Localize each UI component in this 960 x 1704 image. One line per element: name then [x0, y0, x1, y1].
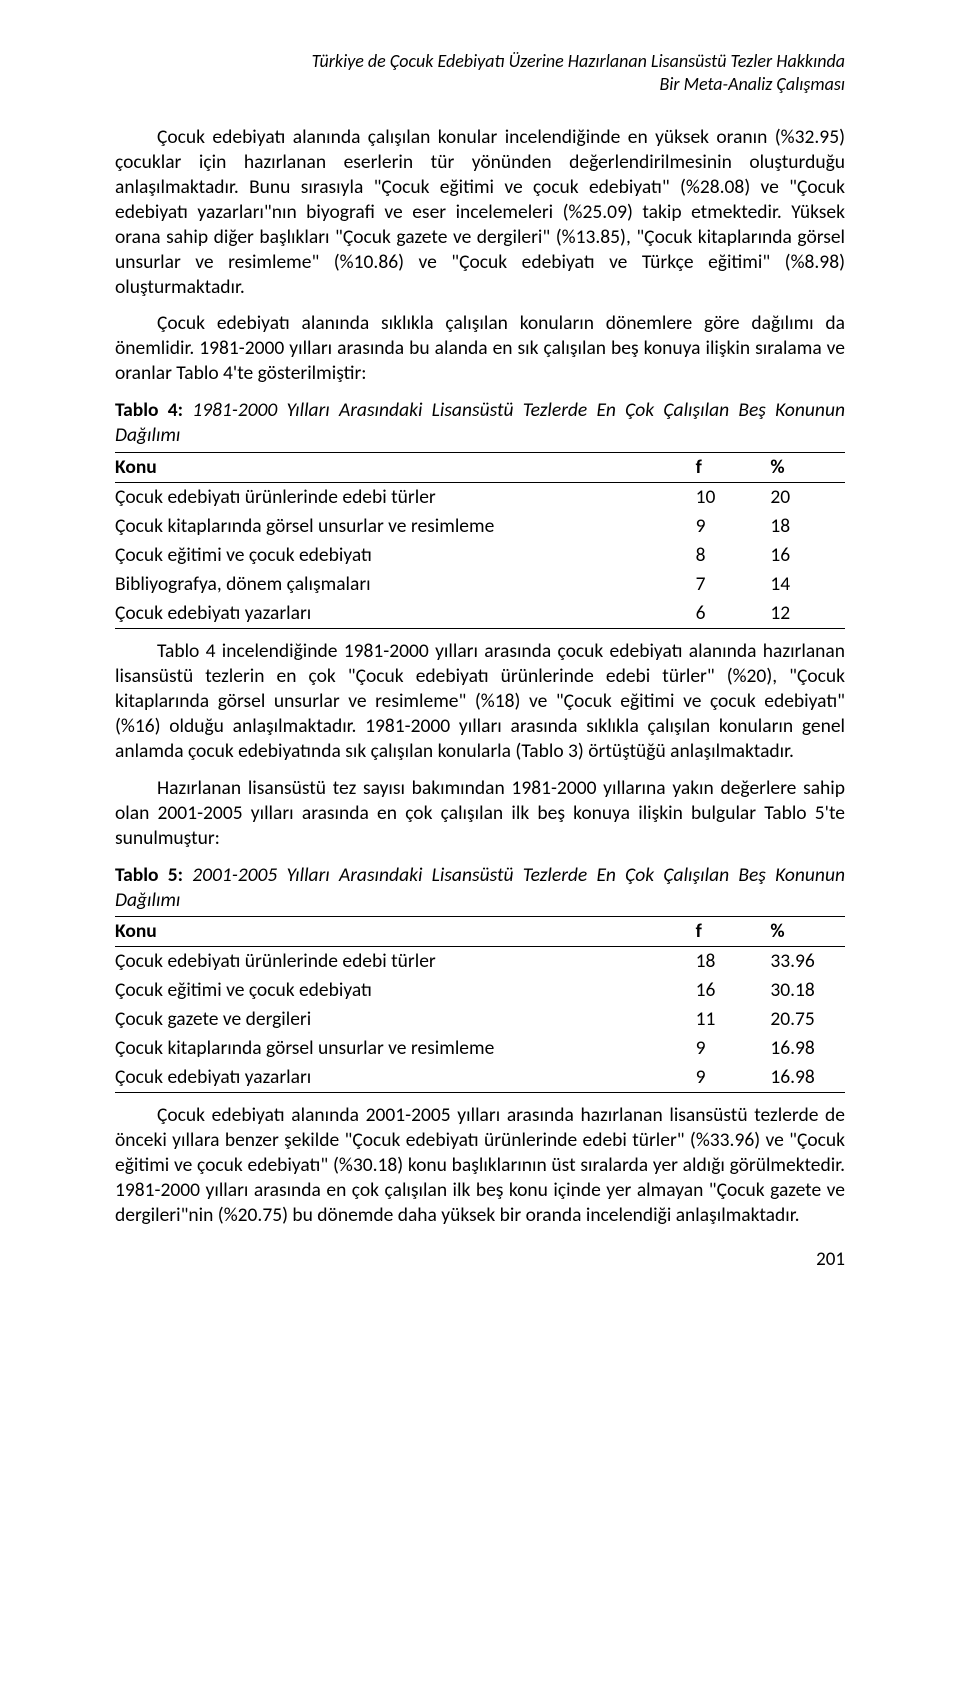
- table5-row: Çocuk edebiyatı yazarları916.98: [115, 1063, 845, 1092]
- table5-caption: Tablo 5: 2001-2005 Yılları Arasındaki Li…: [115, 863, 845, 913]
- running-header: Türkiye de Çocuk Edebiyatı Üzerine Hazır…: [115, 50, 845, 97]
- table5-cell-pct: 33.96: [770, 947, 845, 976]
- table4-col-pct: %: [770, 453, 845, 483]
- table4-row: Bibliyografya, dönem çalışmaları714: [115, 570, 845, 599]
- table5-cell-f: 18: [696, 947, 771, 976]
- table5-caption-label: Tablo 5:: [115, 863, 183, 887]
- table5-cell-konu: Çocuk eğitimi ve çocuk edebiyatı: [115, 976, 696, 1005]
- table5-cell-f: 11: [696, 1005, 771, 1034]
- table5-caption-text: 2001-2005 Yılları Arasındaki Lisansüstü …: [115, 863, 845, 912]
- table4-header-row: Konu f %: [115, 453, 845, 483]
- header-line2: Bir Meta-Analiz Çalışması: [659, 73, 845, 95]
- header-line1: Türkiye de Çocuk Edebiyatı Üzerine Hazır…: [312, 50, 845, 72]
- table4-row: Çocuk edebiyatı ürünlerinde edebi türler…: [115, 483, 845, 512]
- table5-col-f: f: [696, 917, 771, 947]
- paragraph-5: Çocuk edebiyatı alanında 2001-2005 yılla…: [115, 1103, 845, 1228]
- table5-row: Çocuk kitaplarında görsel unsurlar ve re…: [115, 1034, 845, 1063]
- table4-cell-konu: Çocuk eğitimi ve çocuk edebiyatı: [115, 541, 696, 570]
- paragraph-3: Tablo 4 incelendiğinde 1981-2000 yılları…: [115, 639, 845, 764]
- table4-cell-konu: Çocuk edebiyatı ürünlerinde edebi türler: [115, 483, 696, 512]
- table4-cell-f: 9: [696, 512, 771, 541]
- table5-cell-konu: Çocuk gazete ve dergileri: [115, 1005, 696, 1034]
- paragraph-2: Çocuk edebiyatı alanında sıklıkla çalışı…: [115, 311, 845, 386]
- table5-col-pct: %: [770, 917, 845, 947]
- table5-cell-f: 16: [696, 976, 771, 1005]
- table5-cell-konu: Çocuk kitaplarında görsel unsurlar ve re…: [115, 1034, 696, 1063]
- table4-caption: Tablo 4: 1981-2000 Yılları Arasındaki Li…: [115, 398, 845, 448]
- paragraph-1: Çocuk edebiyatı alanında çalışılan konul…: [115, 125, 845, 300]
- table5-cell-f: 9: [696, 1034, 771, 1063]
- table4-cell-pct: 16: [770, 541, 845, 570]
- table4-cell-f: 8: [696, 541, 771, 570]
- table4-cell-f: 6: [696, 599, 771, 628]
- table4-row: Çocuk eğitimi ve çocuk edebiyatı816: [115, 541, 845, 570]
- table4-cell-f: 10: [696, 483, 771, 512]
- table5-col-konu: Konu: [115, 917, 696, 947]
- table4-cell-konu: Bibliyografya, dönem çalışmaları: [115, 570, 696, 599]
- table5-row: Çocuk edebiyatı ürünlerinde edebi türler…: [115, 947, 845, 976]
- page-number: 201: [115, 1248, 845, 1271]
- table4-row: Çocuk edebiyatı yazarları612: [115, 599, 845, 628]
- table5-cell-pct: 16.98: [770, 1034, 845, 1063]
- table5-cell-pct: 30.18: [770, 976, 845, 1005]
- table5-cell-pct: 16.98: [770, 1063, 845, 1092]
- table4-cell-konu: Çocuk edebiyatı yazarları: [115, 599, 696, 628]
- table5-cell-konu: Çocuk edebiyatı ürünlerinde edebi türler: [115, 947, 696, 976]
- table4-cell-pct: 12: [770, 599, 845, 628]
- table5-cell-pct: 20.75: [770, 1005, 845, 1034]
- table4-cell-pct: 14: [770, 570, 845, 599]
- paragraph-4: Hazırlanan lisansüstü tez sayısı bakımın…: [115, 776, 845, 851]
- table5-row: Çocuk eğitimi ve çocuk edebiyatı1630.18: [115, 976, 845, 1005]
- table4-row: Çocuk kitaplarında görsel unsurlar ve re…: [115, 512, 845, 541]
- table4-cell-f: 7: [696, 570, 771, 599]
- table4: Konu f % Çocuk edebiyatı ürünlerinde ede…: [115, 452, 845, 629]
- table4-cell-konu: Çocuk kitaplarında görsel unsurlar ve re…: [115, 512, 696, 541]
- table4-col-f: f: [696, 453, 771, 483]
- table5-cell-f: 9: [696, 1063, 771, 1092]
- table4-cell-pct: 20: [770, 483, 845, 512]
- table4-col-konu: Konu: [115, 453, 696, 483]
- table4-cell-pct: 18: [770, 512, 845, 541]
- table5-header-row: Konu f %: [115, 917, 845, 947]
- table5-row: Çocuk gazete ve dergileri1120.75: [115, 1005, 845, 1034]
- table5-cell-konu: Çocuk edebiyatı yazarları: [115, 1063, 696, 1092]
- table4-caption-label: Tablo 4:: [115, 398, 183, 422]
- table5: Konu f % Çocuk edebiyatı ürünlerinde ede…: [115, 916, 845, 1093]
- table4-caption-text: 1981-2000 Yılları Arasındaki Lisansüstü …: [115, 398, 845, 447]
